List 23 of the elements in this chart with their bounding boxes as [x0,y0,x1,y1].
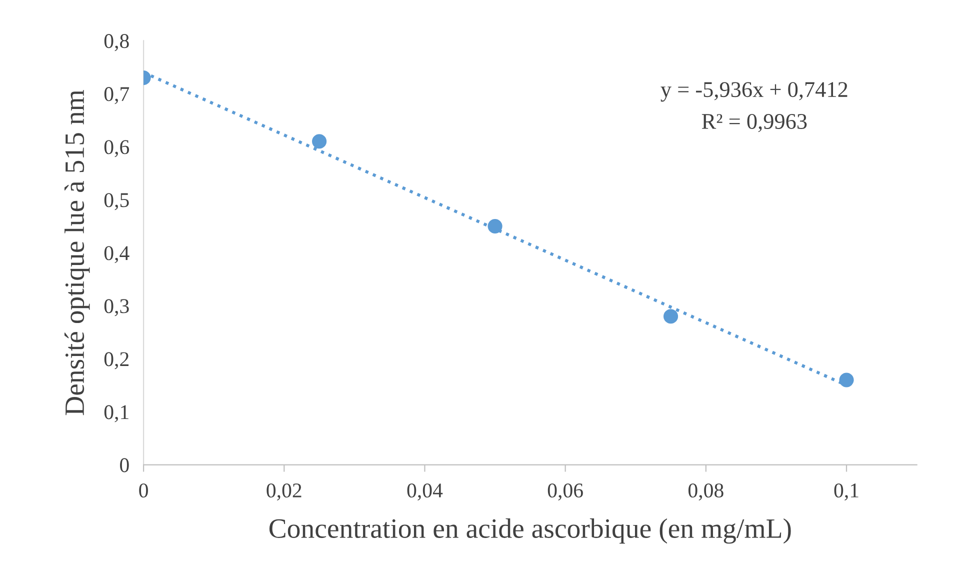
x-tick-label: 0,06 [548,483,583,501]
x-tick-label: 0,08 [688,483,724,501]
point [488,218,502,234]
y-axis-title: Densité optique lue à 515 nm [64,90,90,416]
y-tick-label: 0,4 [104,246,130,264]
annotation: R² = 0,9963 [702,114,807,132]
point [839,372,854,388]
y-tick-label: 0,1 [104,405,128,422]
x-tick-label: 0,02 [266,483,302,501]
y-tick-label: 0,5 [104,193,129,210]
annotation: y = -5,936x + 0,7412 [660,82,848,102]
x-axis-title: Concentration en acide ascorbique (en mg/mL) [269,518,791,544]
y-tick-label: 0 [120,458,129,472]
x-tick-label: 0,1 [834,483,858,501]
y-tick-label: 0,3 [104,299,129,316]
y-tick-label: 0,2 [104,352,129,370]
point [312,134,327,149]
y-tick-label: 0,8 [104,34,129,52]
y-tick-label: 0,7 [104,87,130,104]
point [663,309,678,324]
x-tick-label: 0 [139,483,148,498]
y-tick-label: 0,6 [104,140,130,158]
x-tick-label: 0,04 [407,483,443,501]
